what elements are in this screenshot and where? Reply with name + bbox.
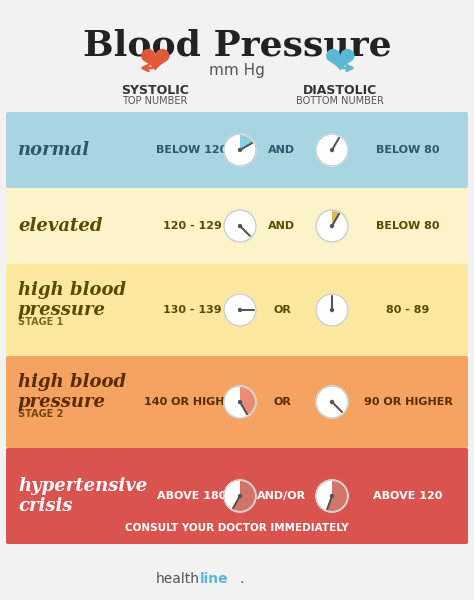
Text: high blood
pressure: high blood pressure <box>18 373 126 412</box>
Text: CONSULT YOUR DOCTOR IMMEDIATELY: CONSULT YOUR DOCTOR IMMEDIATELY <box>125 523 349 533</box>
Text: ❤: ❤ <box>324 43 356 81</box>
FancyBboxPatch shape <box>6 448 468 544</box>
Text: 90 OR HIGHER: 90 OR HIGHER <box>364 397 453 407</box>
Circle shape <box>238 148 241 151</box>
Circle shape <box>238 494 241 497</box>
Text: STAGE 2: STAGE 2 <box>18 409 64 419</box>
Circle shape <box>330 308 334 311</box>
Text: high blood
pressure: high blood pressure <box>18 281 126 319</box>
Circle shape <box>330 148 334 151</box>
Text: BELOW 80: BELOW 80 <box>376 221 440 231</box>
Text: ABOVE 180: ABOVE 180 <box>157 491 227 501</box>
Text: 120 - 129: 120 - 129 <box>163 221 221 231</box>
Text: Blood Pressure: Blood Pressure <box>82 28 392 62</box>
Circle shape <box>224 134 256 166</box>
Text: mm Hg: mm Hg <box>209 62 265 77</box>
FancyBboxPatch shape <box>6 112 468 188</box>
Circle shape <box>224 294 256 326</box>
Text: TOP NUMBER: TOP NUMBER <box>122 96 188 106</box>
Text: BOTTOM NUMBER: BOTTOM NUMBER <box>296 96 384 106</box>
Text: .: . <box>240 572 245 586</box>
Text: hypertensive
crisis: hypertensive crisis <box>18 476 147 515</box>
Text: normal: normal <box>18 141 90 159</box>
Text: health: health <box>156 572 200 586</box>
Wedge shape <box>332 211 339 226</box>
Text: DIASTOLIC: DIASTOLIC <box>303 84 377 97</box>
Wedge shape <box>240 135 253 150</box>
Text: line: line <box>200 572 228 586</box>
FancyBboxPatch shape <box>6 264 468 356</box>
Circle shape <box>224 386 256 418</box>
Circle shape <box>330 494 334 497</box>
Text: 80 - 89: 80 - 89 <box>386 305 430 315</box>
Text: ❤: ❤ <box>139 43 171 81</box>
Text: 140 OR HIGHER: 140 OR HIGHER <box>144 397 240 407</box>
Text: OR: OR <box>273 397 291 407</box>
Circle shape <box>316 294 348 326</box>
Wedge shape <box>233 481 255 511</box>
FancyBboxPatch shape <box>6 356 468 448</box>
Circle shape <box>316 134 348 166</box>
Circle shape <box>238 308 241 311</box>
Circle shape <box>330 401 334 403</box>
Circle shape <box>316 386 348 418</box>
Text: STAGE 1: STAGE 1 <box>18 317 64 327</box>
Text: 130 - 139: 130 - 139 <box>163 305 221 315</box>
Text: BELOW 120: BELOW 120 <box>156 145 228 155</box>
Circle shape <box>316 480 348 512</box>
FancyBboxPatch shape <box>6 188 468 264</box>
Text: AND: AND <box>268 145 296 155</box>
Text: AND: AND <box>268 221 296 231</box>
Wedge shape <box>240 387 255 415</box>
Circle shape <box>238 224 241 227</box>
Text: OR: OR <box>273 305 291 315</box>
Circle shape <box>224 210 256 242</box>
Circle shape <box>238 401 241 403</box>
Text: elevated: elevated <box>18 217 102 235</box>
Text: ABOVE 120: ABOVE 120 <box>374 491 443 501</box>
Circle shape <box>330 224 334 227</box>
Text: BELOW 80: BELOW 80 <box>376 145 440 155</box>
Circle shape <box>224 480 256 512</box>
Text: AND/OR: AND/OR <box>257 491 307 501</box>
Wedge shape <box>327 481 347 511</box>
Circle shape <box>316 210 348 242</box>
Text: SYSTOLIC: SYSTOLIC <box>121 84 189 97</box>
